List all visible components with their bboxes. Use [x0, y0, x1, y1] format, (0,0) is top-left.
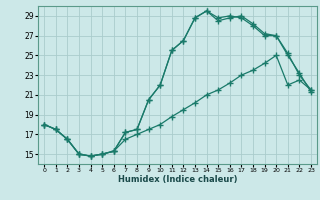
X-axis label: Humidex (Indice chaleur): Humidex (Indice chaleur): [118, 175, 237, 184]
